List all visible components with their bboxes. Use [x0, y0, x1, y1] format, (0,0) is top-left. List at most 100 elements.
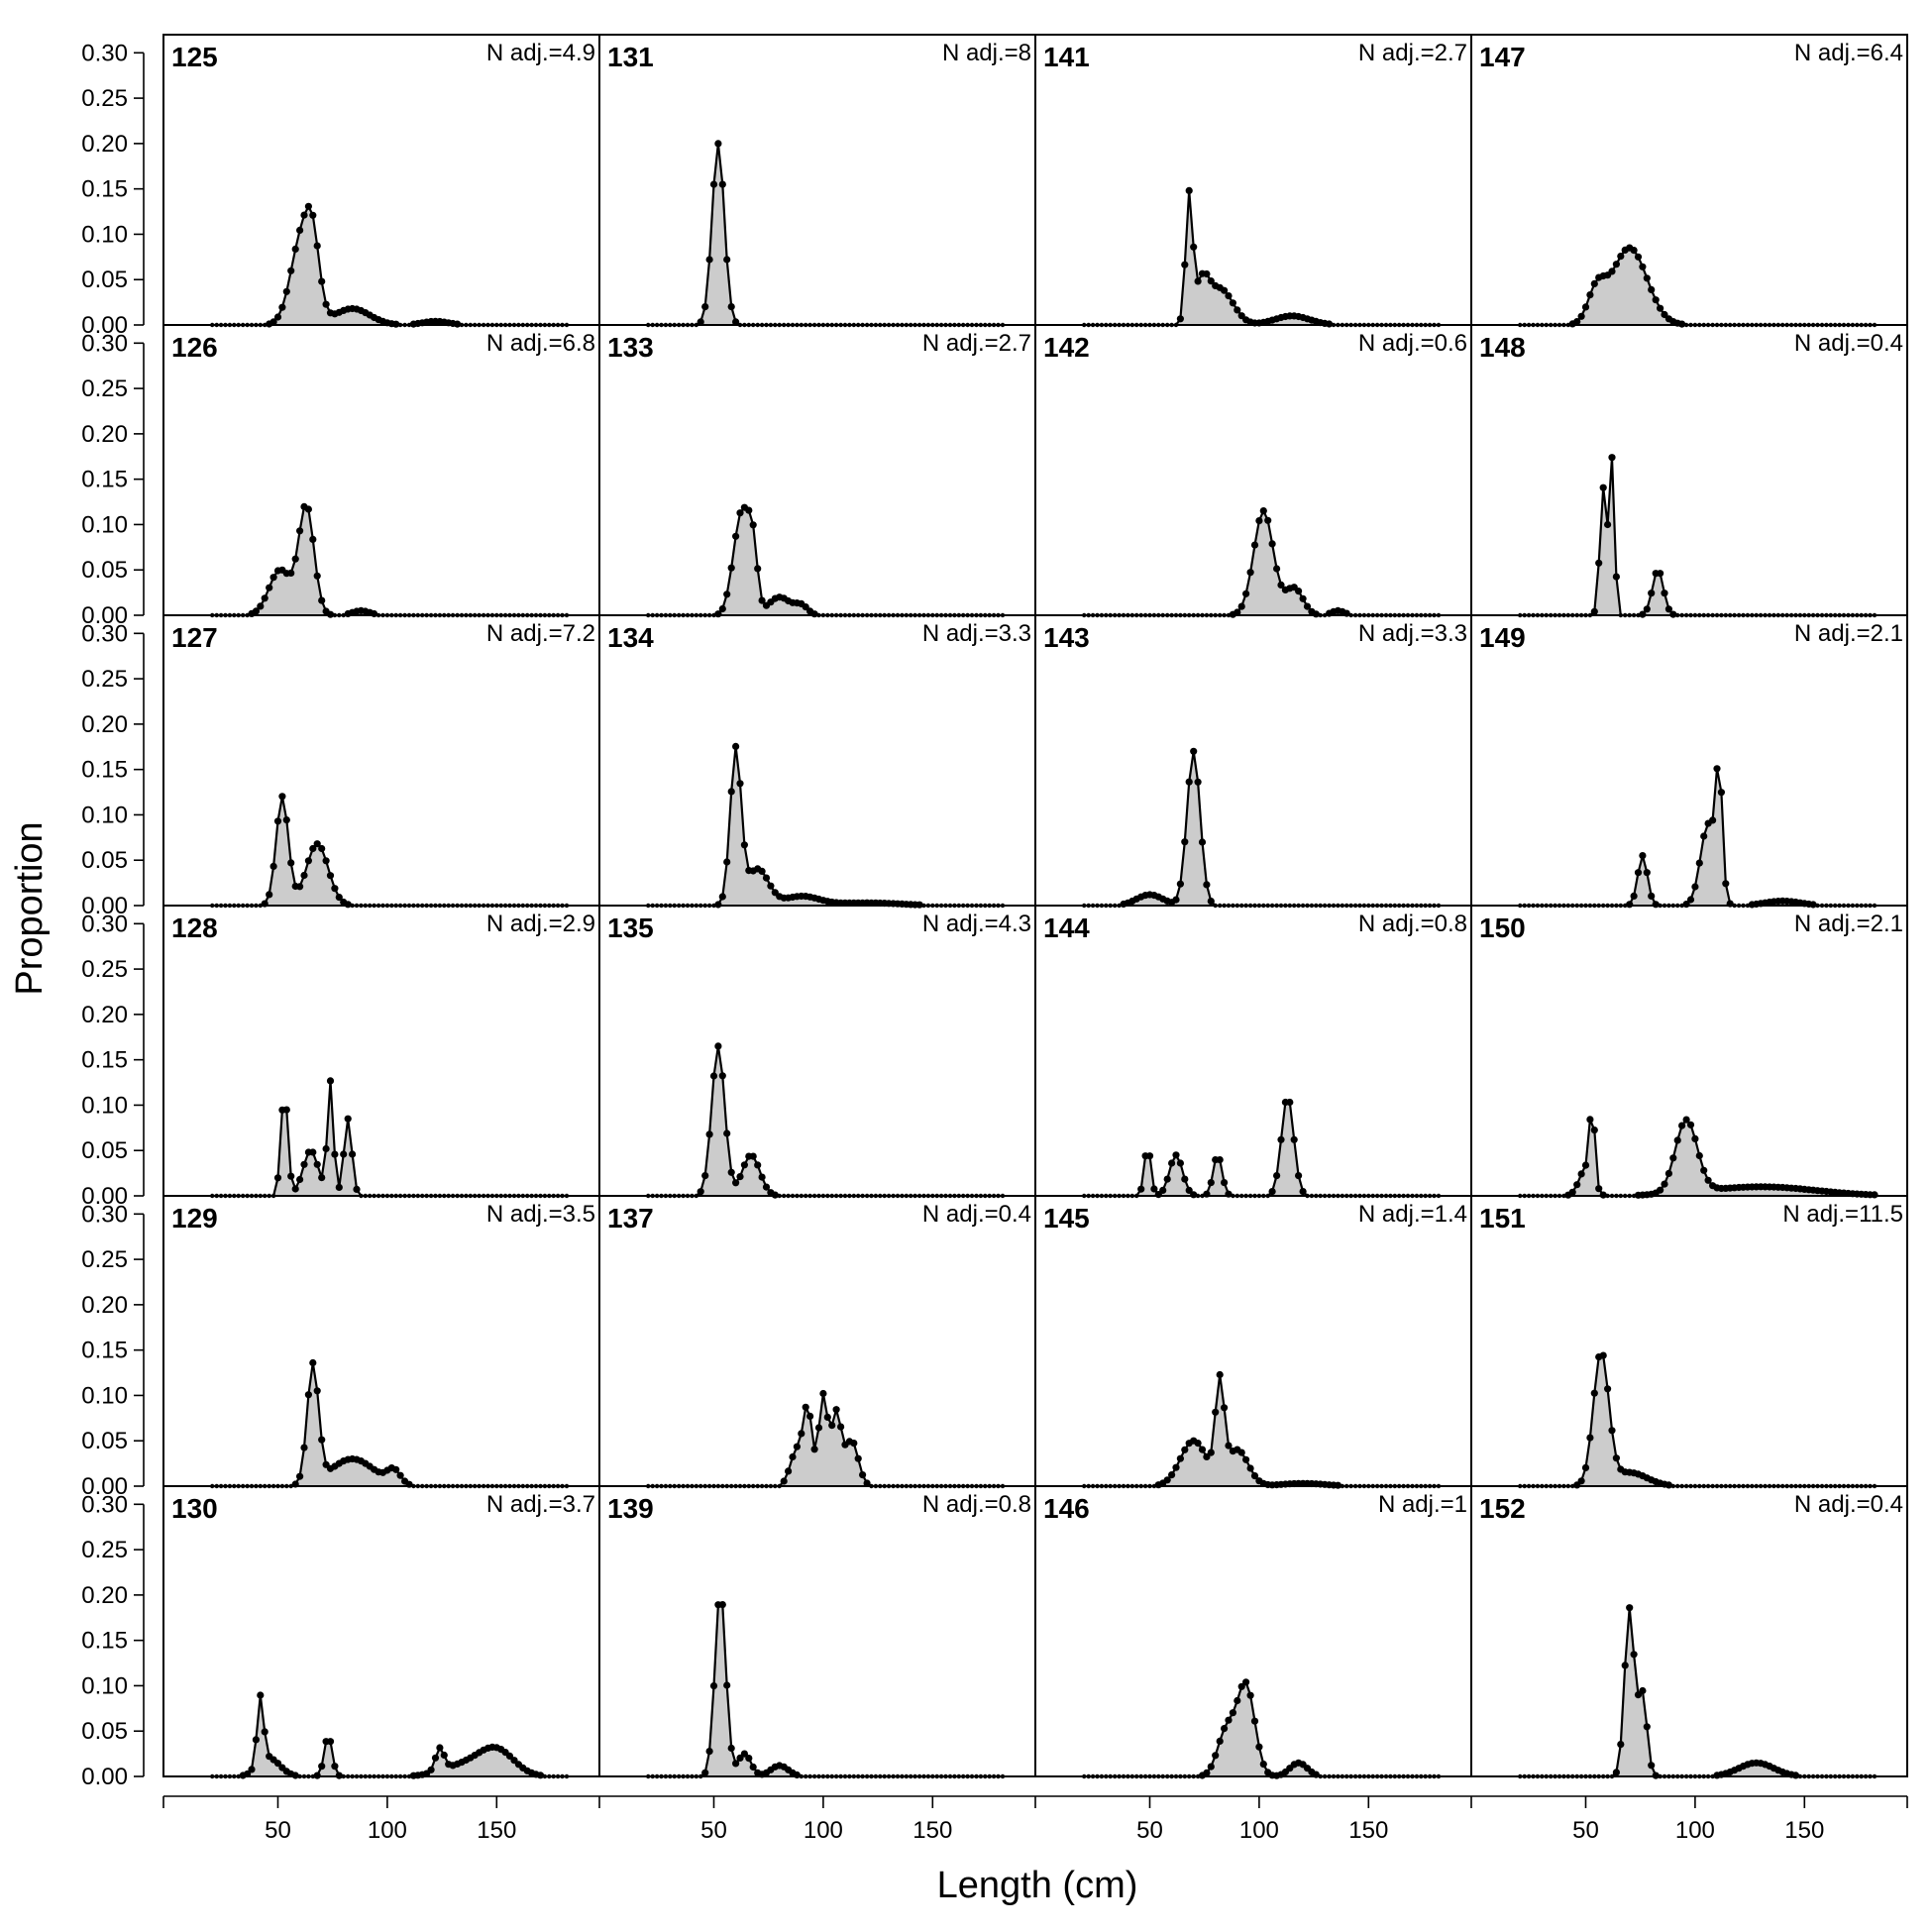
series-line: [648, 143, 1003, 327]
data-point: [304, 202, 312, 210]
data-point: [296, 1175, 304, 1184]
panel-id-label: 142: [1043, 332, 1090, 363]
data-point: [1299, 594, 1307, 602]
panel-133: 133 N adj.=2.7: [598, 324, 1036, 618]
data-point: [1176, 1159, 1184, 1167]
data-point: [313, 1160, 321, 1168]
panel-nadj-label: N adj.=0.6: [1358, 330, 1467, 357]
y-tick-label: 0.15: [81, 1628, 128, 1655]
data-point: [1185, 186, 1193, 194]
panel-135: 135 N adj.=4.3: [598, 905, 1036, 1199]
area-fill: [1520, 248, 1875, 325]
data-point: [718, 1072, 726, 1080]
data-point: [1225, 292, 1233, 300]
data-point: [758, 1173, 766, 1181]
series-line: [1084, 1101, 1439, 1198]
data-point: [1168, 1159, 1176, 1167]
data-point: [1203, 881, 1211, 889]
data-point: [436, 1744, 444, 1752]
data-point: [278, 303, 286, 311]
data-point: [1216, 1370, 1224, 1379]
series-line: [212, 203, 567, 327]
data-point: [313, 572, 321, 580]
data-point: [1234, 306, 1241, 314]
data-point: [1595, 559, 1603, 567]
data-point: [1273, 565, 1281, 573]
data-point: [785, 1467, 793, 1475]
y-tick-label: 0.05: [81, 1137, 128, 1164]
data-point: [828, 1422, 836, 1430]
y-tick-label: 0.30: [81, 1491, 128, 1518]
y-tick-label: 0.10: [81, 802, 128, 828]
data-point: [810, 610, 818, 618]
data-point: [1234, 1696, 1241, 1705]
data-point: [287, 859, 295, 867]
panel-border: [162, 614, 600, 907]
x-tick-label: 150: [912, 1817, 952, 1844]
area-fill: [648, 1045, 1003, 1196]
panel-id-label: 143: [1043, 622, 1090, 653]
data-point: [1176, 1454, 1184, 1462]
data-point: [313, 242, 321, 250]
data-point: [1700, 1166, 1708, 1174]
data-point: [349, 1150, 357, 1158]
data-point: [1695, 1151, 1703, 1160]
data-point: [1577, 312, 1585, 320]
area-fill: [212, 206, 567, 325]
data-point: [1172, 1463, 1180, 1471]
data-point: [1303, 602, 1312, 610]
area-fill: [1084, 1102, 1439, 1196]
x-tick-label: 150: [1784, 1817, 1824, 1844]
data-point: [1586, 1116, 1594, 1124]
y-tick-label: 0.05: [81, 267, 128, 293]
x-tick-label: 50: [700, 1817, 727, 1844]
data-point: [1234, 608, 1241, 616]
series-line: [1084, 1374, 1439, 1488]
data-point: [318, 844, 326, 853]
y-tick-label: 0.30: [81, 40, 128, 66]
series-line: [1520, 246, 1875, 327]
y-tick-label: 0.20: [81, 1002, 128, 1028]
data-point: [1722, 880, 1730, 888]
panel-nadj-label: N adj.=1.4: [1358, 1201, 1467, 1228]
data-point: [718, 893, 726, 901]
data-point: [266, 584, 273, 591]
data-point: [1713, 765, 1721, 773]
data-point: [318, 277, 326, 285]
y-tick-label: 0.30: [81, 911, 128, 937]
panel-148: 148 N adj.=0.4: [1470, 324, 1908, 618]
data-point: [701, 303, 709, 311]
data-point: [505, 1752, 514, 1760]
data-point: [1259, 1761, 1267, 1769]
data-point: [1250, 1472, 1259, 1480]
data-point: [762, 1183, 771, 1191]
data-point: [1221, 1725, 1229, 1733]
data-point: [1176, 880, 1184, 888]
panel-border: [1034, 905, 1472, 1197]
data-point: [1246, 1691, 1254, 1699]
data-point: [309, 1358, 317, 1367]
data-point: [850, 1440, 858, 1448]
data-point: [1290, 1135, 1298, 1143]
y-tick-label: 0.15: [81, 176, 128, 203]
panel-id-label: 145: [1043, 1203, 1090, 1234]
data-point: [536, 1771, 545, 1779]
data-point: [723, 858, 731, 866]
data-point: [1277, 581, 1285, 590]
panel-130: 130 N adj.=3.7: [162, 1485, 600, 1779]
data-point: [1225, 1716, 1233, 1724]
x-tick-label: 150: [1348, 1817, 1388, 1844]
data-point: [740, 841, 749, 849]
data-point: [1648, 892, 1656, 901]
panel-nadj-label: N adj.=6.8: [486, 330, 595, 357]
data-point: [697, 318, 704, 326]
data-point: [1203, 1452, 1211, 1460]
data-point: [705, 1748, 713, 1756]
y-tick-label: 0.15: [81, 757, 128, 784]
panel-nadj-label: N adj.=3.3: [922, 620, 1031, 647]
data-point: [300, 871, 308, 880]
panel-139: 139 N adj.=0.8: [598, 1485, 1036, 1779]
area-fill: [648, 746, 1003, 906]
area-fill: [1084, 751, 1439, 906]
